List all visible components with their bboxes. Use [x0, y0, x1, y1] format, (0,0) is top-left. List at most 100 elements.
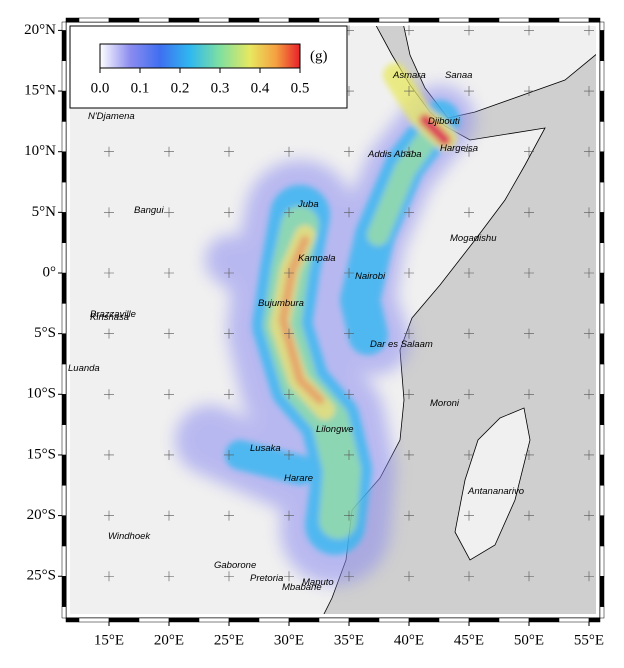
border-segment: [599, 576, 605, 607]
border-segment: [61, 576, 67, 607]
grid-cross: [464, 328, 474, 339]
grid-cross: [464, 86, 474, 97]
cities: Asmara Sanaa N'Djamena Djibouti Hargeisa Addi…: [68, 70, 524, 593]
border-segment: [198, 617, 230, 623]
lon-tick-label: 50°E: [514, 632, 544, 648]
border-segment: [138, 617, 170, 623]
grid-cross: [224, 510, 234, 521]
grid-cross: [464, 146, 474, 157]
grid-cross: [344, 571, 354, 582]
border-segment: [288, 17, 320, 23]
city-label: Kinshasa: [90, 312, 129, 323]
grid-cross: [464, 207, 474, 218]
border-segment: [61, 30, 67, 61]
lon-tick-label: 30°E: [274, 632, 304, 648]
border-segment: [61, 60, 67, 92]
grid-cross: [404, 571, 414, 582]
grid-cross: [164, 449, 174, 460]
border-segment: [599, 90, 605, 122]
lat-tick-label: 25°S: [27, 568, 56, 584]
grid-cross: [284, 268, 294, 278]
lat-tick-label: 5°N: [32, 204, 56, 220]
grid-cross: [404, 86, 414, 97]
city-label: Harare: [284, 473, 313, 484]
lon-tick-label: 15°E: [94, 632, 124, 648]
grid-cross: [584, 146, 594, 157]
city-label: Lilongwe: [316, 424, 354, 435]
border-segment: [61, 212, 67, 243]
grid-cross: [224, 146, 234, 157]
grid-cross: [104, 268, 114, 278]
city-label: Lusaka: [250, 443, 281, 454]
grid-cross: [524, 571, 534, 582]
city-label: Maputo: [302, 577, 334, 588]
grid-cross: [524, 146, 534, 157]
border-segment: [558, 17, 590, 23]
border-segment: [599, 363, 605, 395]
city-label: Pretoria: [250, 573, 283, 584]
colorbar-ramp: [99, 43, 301, 69]
border-segment: [61, 394, 67, 425]
city-label: Asmara: [392, 70, 426, 81]
border-segment: [599, 21, 605, 31]
grid-cross: [104, 571, 114, 582]
grid-cross: [524, 86, 534, 97]
grid-cross: [404, 146, 414, 157]
border-segment: [438, 617, 470, 623]
city-label: Kampala: [298, 253, 336, 264]
grid-cross: [164, 571, 174, 582]
grid-cross: [524, 207, 534, 218]
grid-cross: [404, 25, 414, 36]
border-segment: [65, 617, 80, 623]
border-segment: [108, 617, 140, 623]
grid-cross: [224, 389, 234, 400]
border-segment: [378, 17, 410, 23]
grid-cross: [284, 328, 294, 339]
border-segment: [61, 333, 67, 365]
grid-cross: [524, 389, 534, 400]
colorbar-tick-label: 0.3: [211, 80, 230, 96]
border-segment: [61, 151, 67, 183]
grid-cross: [224, 328, 234, 339]
grid-cross: [464, 268, 474, 278]
lat-tick-label: 10°N: [24, 143, 56, 159]
grid-cross: [224, 571, 234, 582]
border-segment: [599, 394, 605, 425]
grid-cross: [584, 86, 594, 97]
grid-cross: [224, 268, 234, 278]
city-label: Moroni: [430, 398, 460, 409]
grid-cross: [584, 510, 594, 521]
grid-cross: [284, 207, 294, 218]
border-segment: [408, 17, 440, 23]
colorbar-unit: (g): [310, 48, 328, 64]
lat-tick-label: 15°N: [24, 82, 56, 98]
grid-cross: [224, 449, 234, 460]
grid-cross: [584, 571, 594, 582]
border-segment: [528, 17, 560, 23]
grid-cross: [344, 146, 354, 157]
border-segment: [168, 17, 200, 23]
city-label: Antananarivo: [467, 486, 524, 497]
city-label: Windhoek: [108, 531, 151, 542]
grid-cross: [284, 146, 294, 157]
grid-cross: [284, 571, 294, 582]
border-segment: [599, 272, 605, 304]
colorbar-tick-label: 0.1: [131, 80, 150, 96]
lat-tick-label: 0°: [43, 264, 57, 280]
border-segment: [599, 212, 605, 243]
border-segment: [108, 17, 140, 23]
colorbar-tick-label: 0.5: [291, 80, 310, 96]
border-segment: [599, 242, 605, 274]
lat-tick-label: 20°S: [27, 507, 56, 523]
border-segment: [61, 303, 67, 334]
grid-cross: [164, 207, 174, 218]
border-segment: [61, 454, 67, 486]
border-segment: [61, 21, 67, 31]
grid-cross: [344, 510, 354, 521]
grid-cross: [344, 389, 354, 400]
grid-cross: [404, 207, 414, 218]
grid-cross: [404, 510, 414, 521]
hazard: [175, 63, 475, 585]
grid-cross: [524, 25, 534, 36]
border-segment: [599, 333, 605, 365]
